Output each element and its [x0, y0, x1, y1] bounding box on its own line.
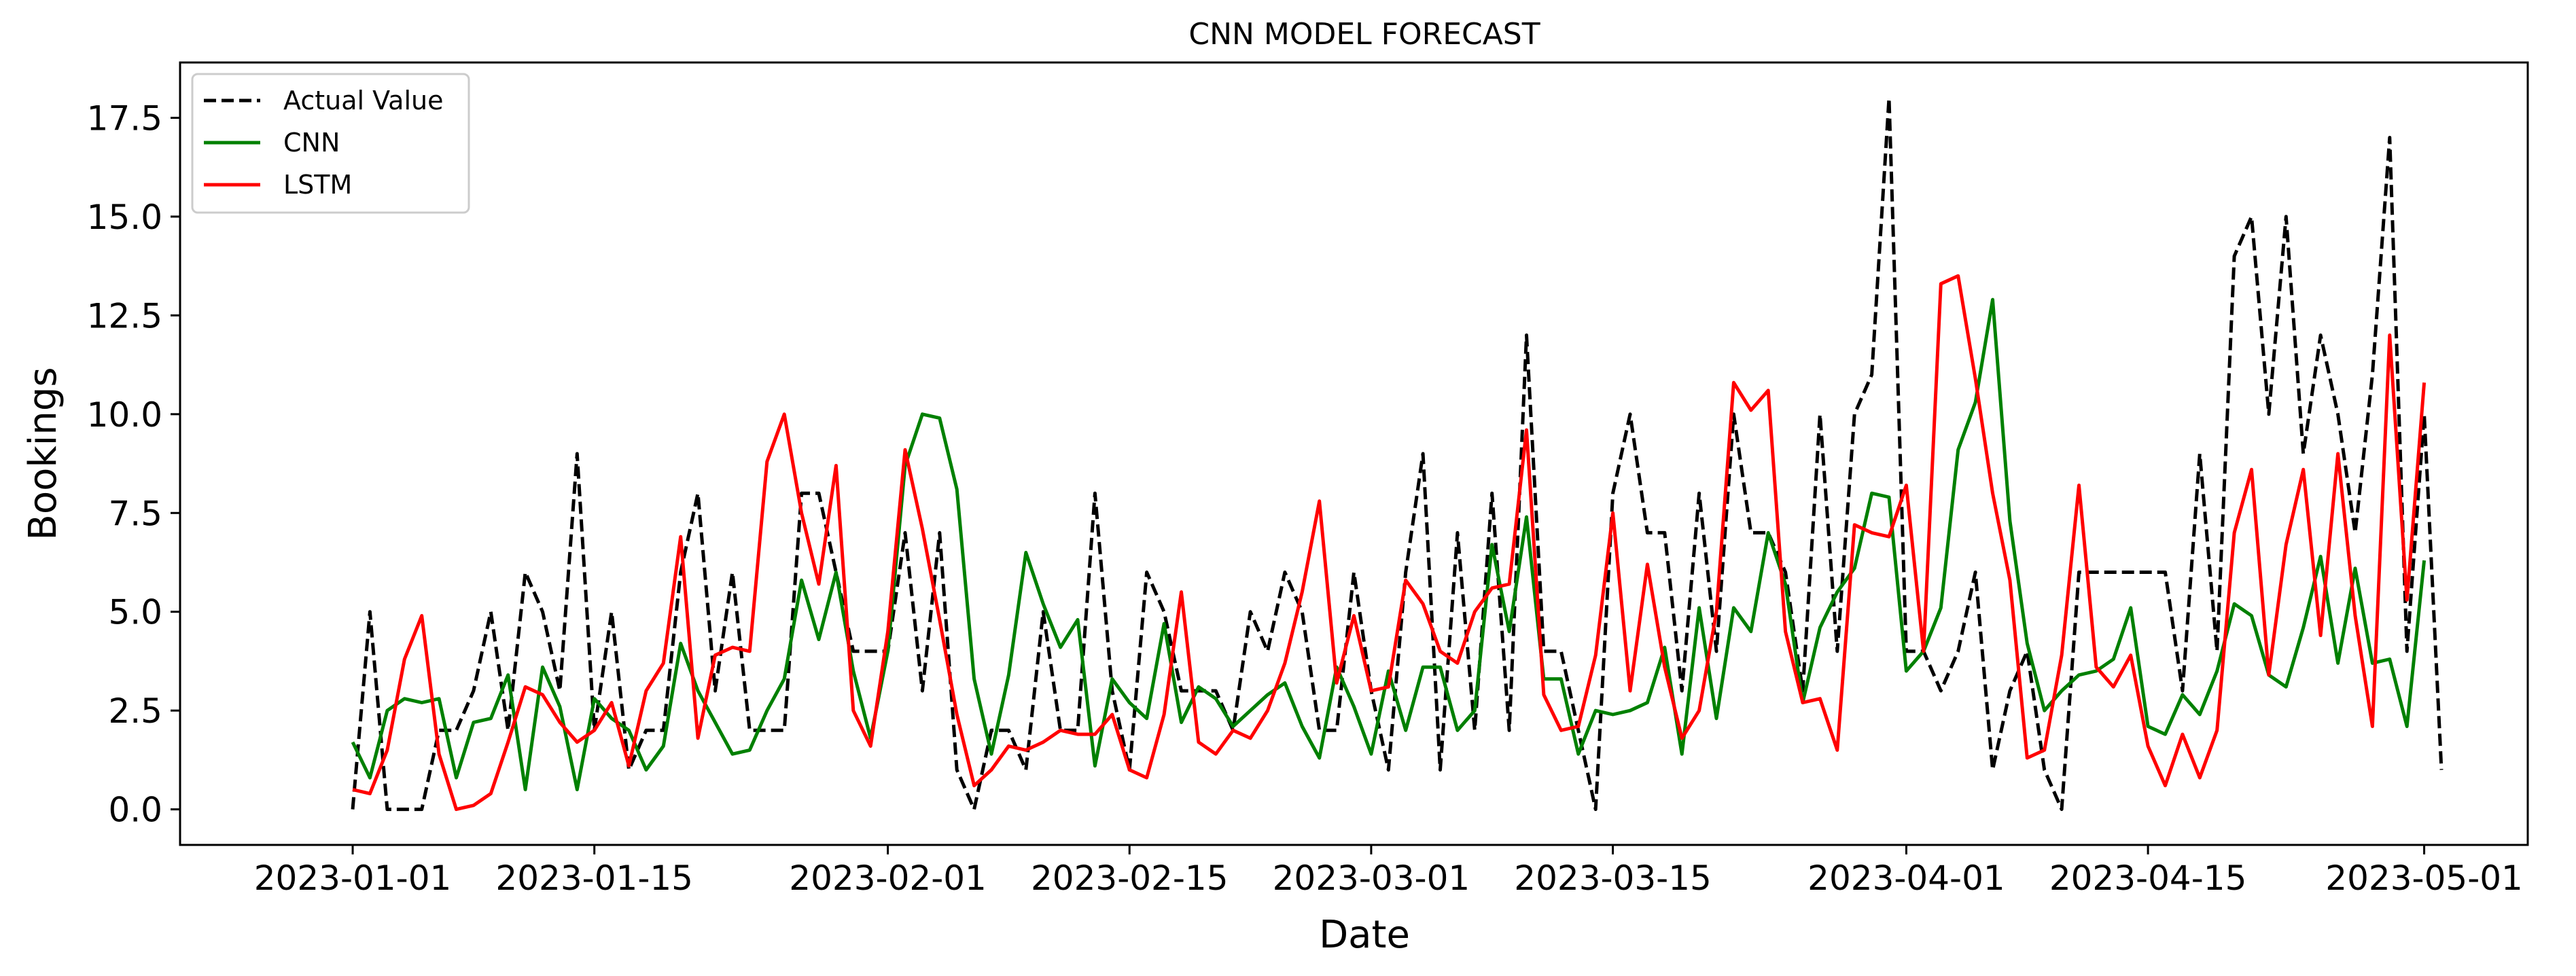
y-tick-label: 5.0 — [108, 593, 162, 632]
x-tick-label: 2023-02-01 — [789, 858, 987, 898]
y-tick-label: 17.5 — [87, 98, 162, 138]
x-axis: 2023-01-01 2023-01-15 2023-02-01 2023-02-15… — [254, 845, 2523, 898]
legend: Actual Value CNN LSTM — [191, 73, 470, 214]
x-tick-label: 2023-05-01 — [2325, 858, 2523, 898]
chart-title: CNN MODEL FORECAST — [1188, 17, 1540, 52]
y-axis-label: Bookings — [21, 367, 65, 540]
x-tick-label: 2023-04-15 — [2049, 858, 2247, 898]
series-line-lstm — [352, 274, 2427, 812]
plot-frame — [179, 61, 2529, 846]
y-tick-label: 15.0 — [87, 198, 162, 237]
y-tick-label: 0.0 — [108, 791, 162, 830]
x-tick-label: 2023-04-01 — [1807, 858, 2005, 898]
legend-label: CNN — [283, 128, 340, 158]
y-axis: 0.0 2.5 5.0 7.5 10.0 12.5 15.0 17.5 — [87, 98, 180, 830]
series-layer — [351, 96, 2443, 812]
legend-label: LSTM — [283, 170, 352, 200]
x-tick-label: 2023-01-01 — [254, 858, 452, 898]
y-tick-label: 10.0 — [87, 395, 162, 435]
x-axis-label: Date — [1319, 913, 1410, 957]
x-tick-label: 2023-02-15 — [1031, 858, 1229, 898]
x-tick-label: 2023-01-15 — [495, 858, 693, 898]
y-tick-label: 12.5 — [87, 296, 162, 336]
x-tick-label: 2023-03-15 — [1514, 858, 1712, 898]
y-tick-label: 7.5 — [108, 494, 162, 533]
legend-box — [191, 73, 470, 214]
series-line-cnn — [351, 297, 2427, 791]
x-tick-label: 2023-03-01 — [1273, 858, 1470, 898]
y-tick-label: 2.5 — [108, 691, 162, 731]
series-line-actual-value — [351, 96, 2443, 812]
legend-label: Actual Value — [283, 86, 443, 115]
